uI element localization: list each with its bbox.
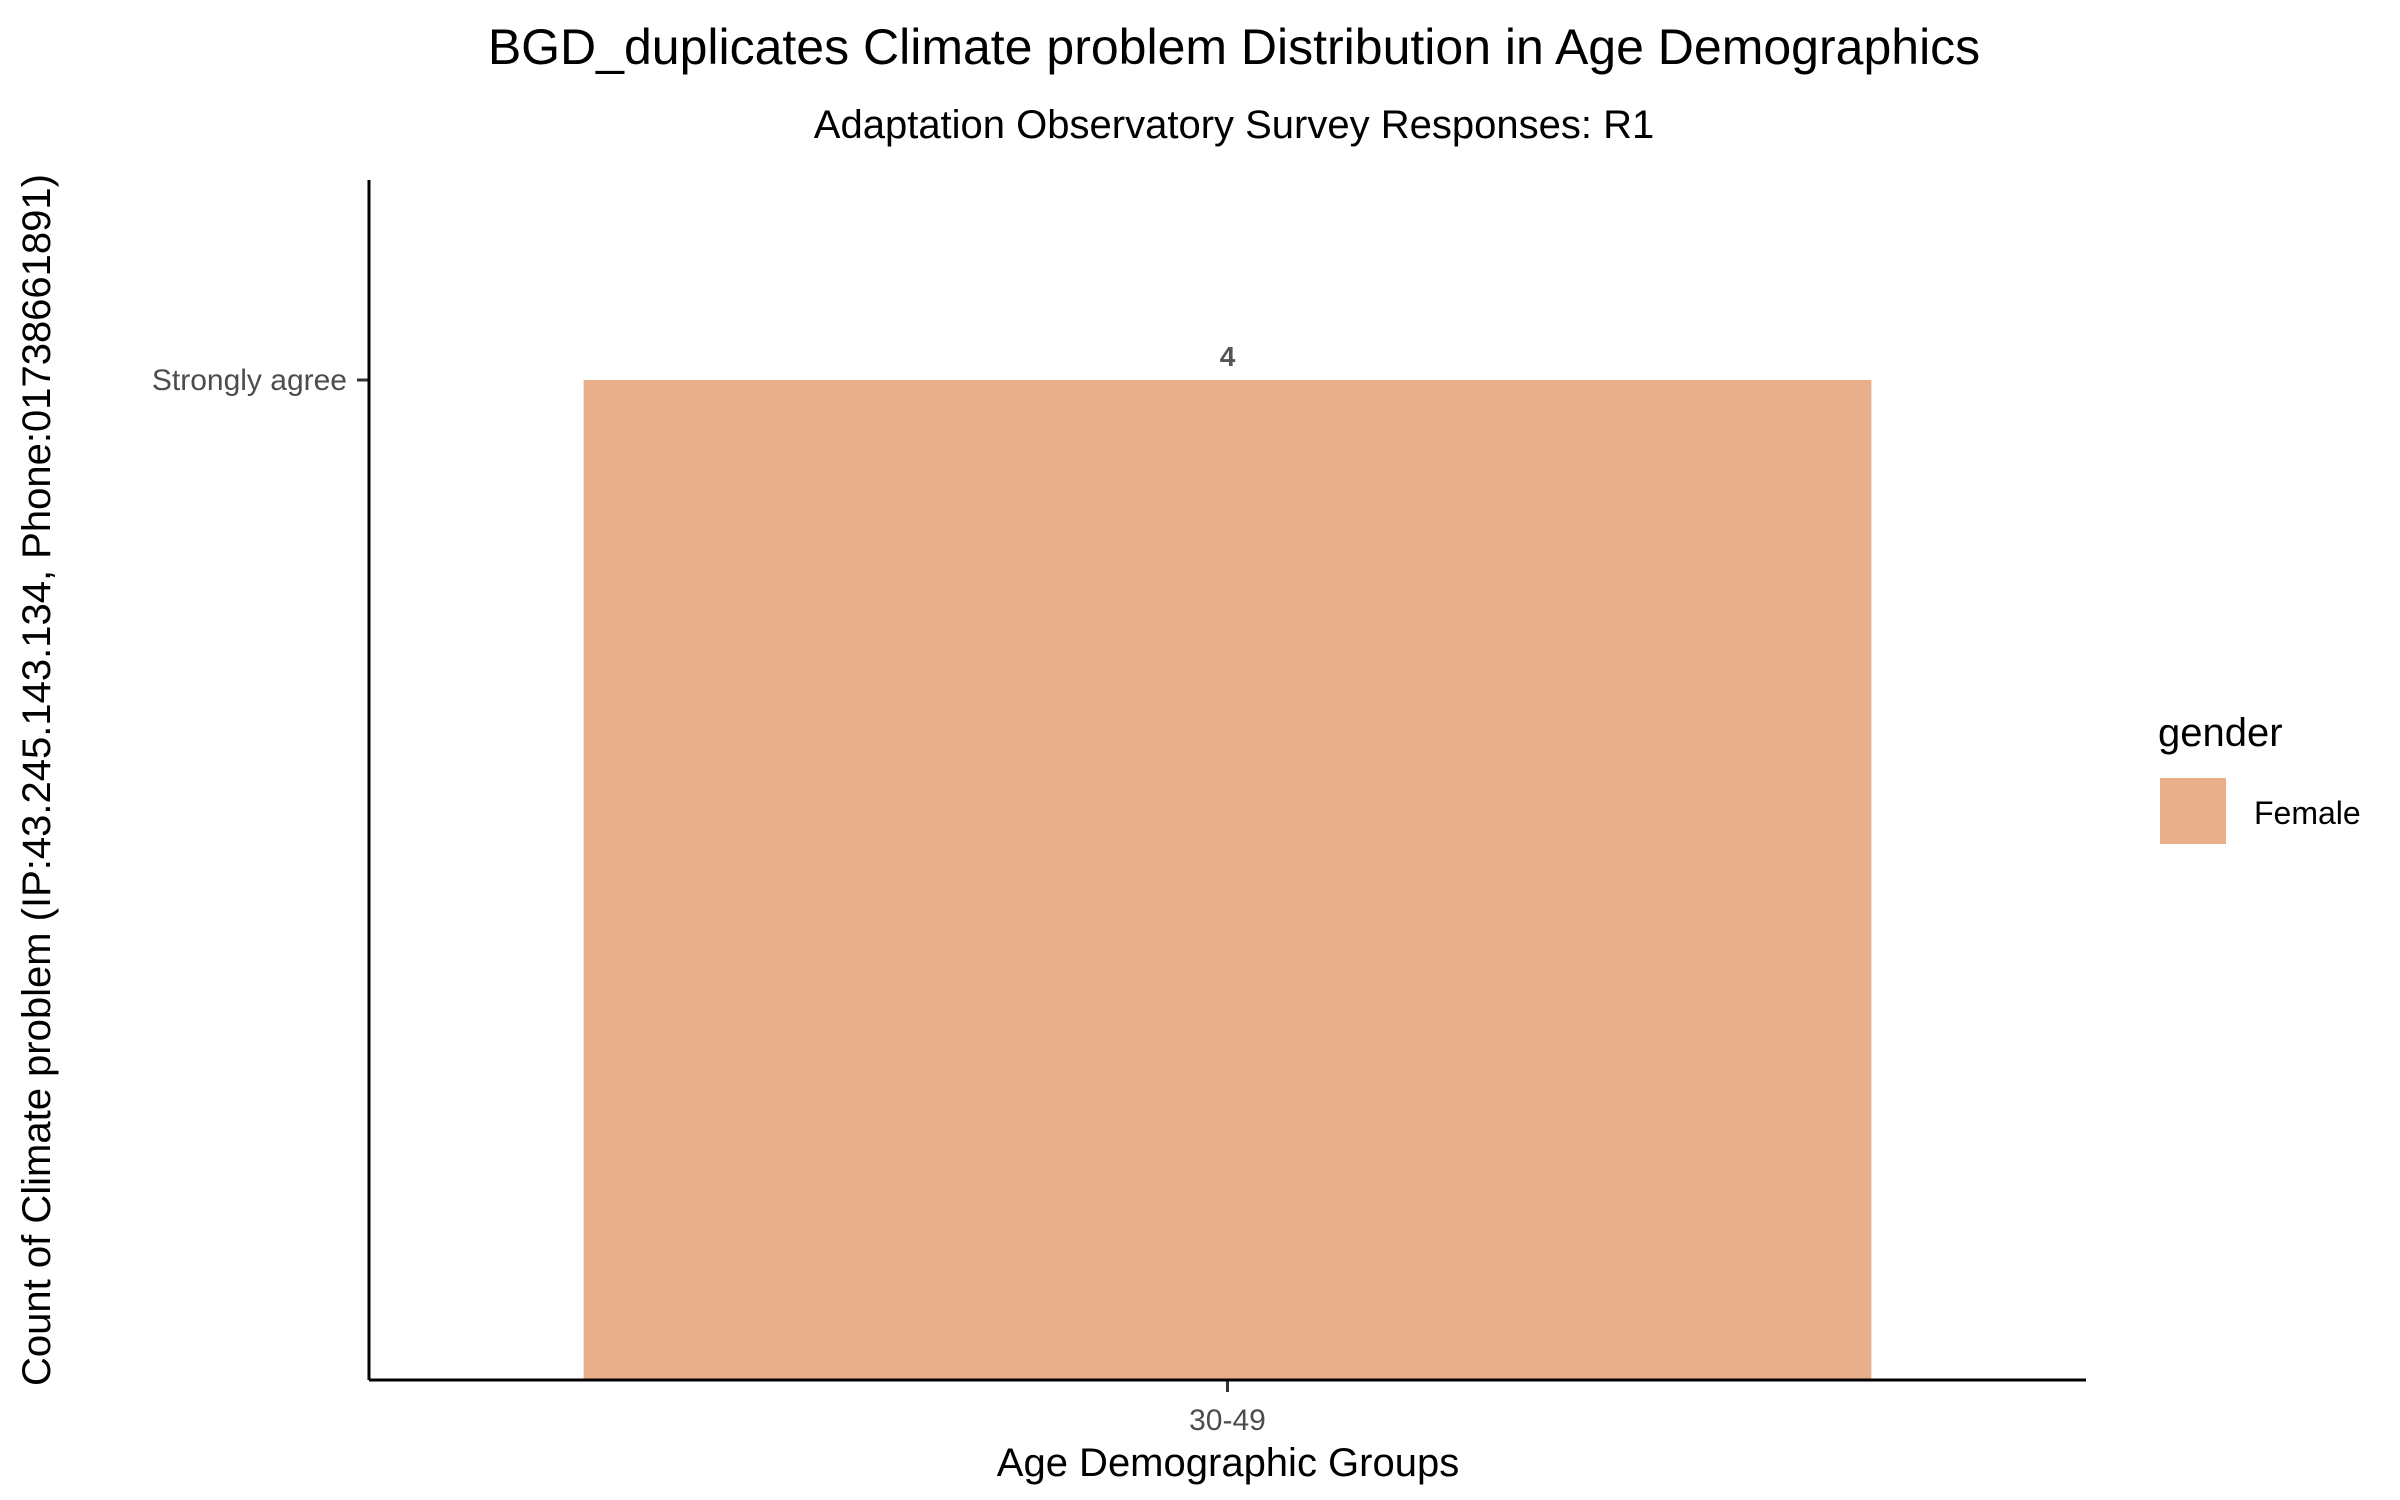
legend-label-female: Female — [2254, 795, 2361, 831]
x-tick-label-30-49: 30-49 — [1189, 1404, 1266, 1437]
legend-title: gender — [2158, 711, 2283, 755]
bar-30-49 — [583, 380, 1872, 1380]
legend: gender Female — [2158, 711, 2361, 844]
x-axis-label: Age Demographic Groups — [997, 1441, 1459, 1485]
chart-subtitle: Adaptation Observatory Survey Responses:… — [814, 103, 1654, 147]
legend-swatch-female — [2160, 778, 2226, 844]
plot-area: 4 30-49 Strongly agree — [152, 341, 1872, 1437]
y-axis-label: Count of Climate problem (IP:43.245.143.… — [15, 174, 59, 1386]
y-tick-label-0: Strongly agree — [152, 364, 347, 397]
chart-title: BGD_duplicates Climate problem Distribut… — [488, 19, 1980, 75]
data-label-30-49: 4 — [1220, 341, 1236, 372]
